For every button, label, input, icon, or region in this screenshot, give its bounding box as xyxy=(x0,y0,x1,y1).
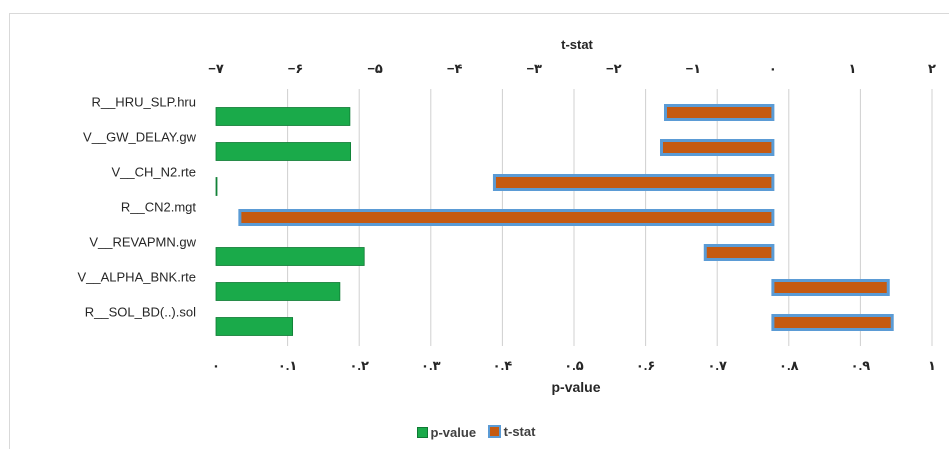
top-tick-label: ۱ xyxy=(848,61,856,76)
category-label: R__CN2.mgt xyxy=(121,200,197,215)
category-label: V__GW_DELAY.gw xyxy=(83,130,197,145)
bar-t-stat xyxy=(660,139,775,156)
bottom-tick-label: ۰.۳ xyxy=(421,358,441,373)
bar-t-stat xyxy=(771,279,890,296)
top-tick-label: −۶ xyxy=(288,61,304,76)
bottom-tick-label: ۰.۲ xyxy=(349,358,369,373)
tick-labels: −۷ −۶ −۵ −۴ −۳ −۲ −۱ ۰ ۱ ۲ ۰ ۰.۱ ۰.۲ ۰.۳ ۰.۴ ۰.۵ ۰.۶ ۰.۷ ۰… xyxy=(208,61,936,373)
bar-p-value xyxy=(215,107,351,126)
chart: −۷ −۶ −۵ −۴ −۳ −۲ −۱ ۰ ۱ ۲ ۰ ۰.۱ ۰.۲ ۰.۳ ۰.۴ ۰.۵ ۰.۶ ۰.۷ ۰… xyxy=(77,37,936,395)
bar-t-stat xyxy=(238,209,775,226)
legend-swatch-t-stat xyxy=(487,425,501,438)
bars xyxy=(215,104,894,336)
bar-t-stat xyxy=(703,244,775,261)
bottom-tick-label: ۰.۴ xyxy=(493,358,513,373)
bar-p-value xyxy=(215,247,365,266)
top-tick-label: ۰ xyxy=(769,61,777,76)
legend-label-p-value: p-value xyxy=(430,425,477,440)
bottom-axis-title: p-value xyxy=(551,379,600,395)
bottom-tick-label: ۱ xyxy=(928,358,936,373)
top-tick-label: −۵ xyxy=(367,61,383,76)
top-tick-label: −۳ xyxy=(526,61,542,76)
bottom-tick-label: ۰.۶ xyxy=(636,358,655,373)
bottom-tick-label: ۰ xyxy=(212,358,220,373)
bar-t-stat xyxy=(663,104,775,121)
legend-label-t-stat: t-stat xyxy=(503,424,536,439)
category-labels: R__HRU_SLP.hru V__GW_DELAY.gw V__CH_N2.rte… xyxy=(77,95,196,320)
bar-p-value xyxy=(215,317,294,336)
legend-swatch-p-value xyxy=(416,427,428,438)
category-label: V__CH_N2.rte xyxy=(111,165,196,180)
category-label: V__ALPHA_BNK.rte xyxy=(77,270,196,285)
top-axis-title: t-stat xyxy=(561,37,593,52)
top-tick-label: −۴ xyxy=(447,61,463,76)
bar-t-stat xyxy=(771,314,894,331)
legend-item-t-stat: t-stat xyxy=(487,424,536,439)
bottom-tick-label: ۰.۵ xyxy=(564,358,584,373)
chart-frame xyxy=(9,13,949,449)
bar-t-stat xyxy=(492,174,775,191)
legend-item-p-value: p-value xyxy=(416,425,477,440)
bottom-tick-label: ۰.۷ xyxy=(707,358,727,373)
top-tick-label: −۱ xyxy=(686,61,702,76)
bar-p-value xyxy=(215,282,341,301)
category-label: V__REVAPMN.gw xyxy=(89,235,196,250)
bar-p-value xyxy=(215,177,218,196)
top-tick-label: −۲ xyxy=(606,61,622,76)
bar-p-value xyxy=(215,142,352,161)
top-tick-label: −۷ xyxy=(208,61,224,76)
bottom-tick-label: ۰.۹ xyxy=(851,358,871,373)
legend: p-value t-stat xyxy=(0,424,952,441)
category-label: R__SOL_BD(..).sol xyxy=(85,305,196,320)
bottom-tick-label: ۰.۱ xyxy=(278,358,297,373)
bottom-tick-label: ۰.۸ xyxy=(779,358,799,373)
top-tick-label: ۲ xyxy=(928,61,936,76)
category-label: R__HRU_SLP.hru xyxy=(91,95,196,110)
